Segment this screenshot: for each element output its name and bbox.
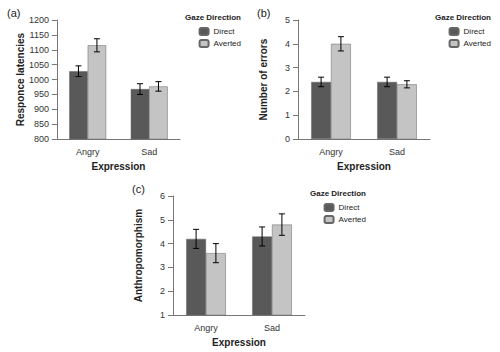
svg-text:Anthropomorphism: Anthropomorphism [133, 209, 144, 302]
svg-text:Sad: Sad [141, 147, 157, 157]
svg-text:900: 900 [34, 104, 49, 114]
svg-text:Sad: Sad [264, 323, 280, 333]
svg-text:0: 0 [285, 134, 290, 144]
svg-text:(b): (b) [257, 7, 270, 19]
svg-text:Direct: Direct [464, 27, 486, 36]
svg-text:Averted: Averted [339, 215, 366, 224]
svg-text:(c): (c) [132, 183, 145, 195]
svg-text:1: 1 [160, 310, 165, 320]
svg-text:Direct: Direct [339, 203, 361, 212]
svg-text:1100: 1100 [30, 45, 49, 55]
svg-text:Gaze Direction: Gaze Direction [435, 13, 491, 22]
svg-text:3: 3 [160, 262, 165, 272]
svg-text:Averted: Averted [214, 39, 241, 48]
svg-text:800: 800 [34, 134, 49, 144]
svg-text:2: 2 [285, 86, 290, 96]
svg-text:3: 3 [285, 63, 290, 73]
svg-text:4: 4 [160, 239, 165, 249]
svg-text:Responce latencies: Responce latencies [15, 32, 26, 126]
svg-text:Expression: Expression [337, 161, 391, 172]
svg-text:5: 5 [160, 215, 165, 225]
svg-text:6: 6 [160, 191, 165, 201]
svg-text:950: 950 [34, 89, 49, 99]
svg-text:Angry: Angry [319, 147, 343, 157]
svg-text:1: 1 [285, 110, 290, 120]
svg-text:Expression: Expression [212, 337, 266, 348]
svg-text:1050: 1050 [29, 60, 49, 70]
svg-text:Gaze Direction: Gaze Direction [310, 189, 366, 198]
svg-text:1150: 1150 [30, 30, 49, 40]
svg-text:(a): (a) [7, 7, 20, 19]
svg-text:Gaze Direction: Gaze Direction [185, 13, 241, 22]
svg-text:Sad: Sad [389, 147, 405, 157]
svg-text:1200: 1200 [29, 15, 49, 25]
svg-text:Direct: Direct [214, 27, 236, 36]
svg-text:1000: 1000 [29, 75, 49, 85]
svg-text:4: 4 [285, 39, 290, 49]
svg-text:Expression: Expression [91, 161, 145, 172]
svg-text:Averted: Averted [464, 39, 491, 48]
svg-text:Number of errors: Number of errors [258, 38, 269, 120]
svg-text:850: 850 [34, 119, 49, 129]
svg-text:2: 2 [160, 286, 165, 296]
svg-text:5: 5 [285, 15, 290, 25]
svg-text:Angry: Angry [76, 147, 100, 157]
svg-text:Angry: Angry [194, 323, 218, 333]
